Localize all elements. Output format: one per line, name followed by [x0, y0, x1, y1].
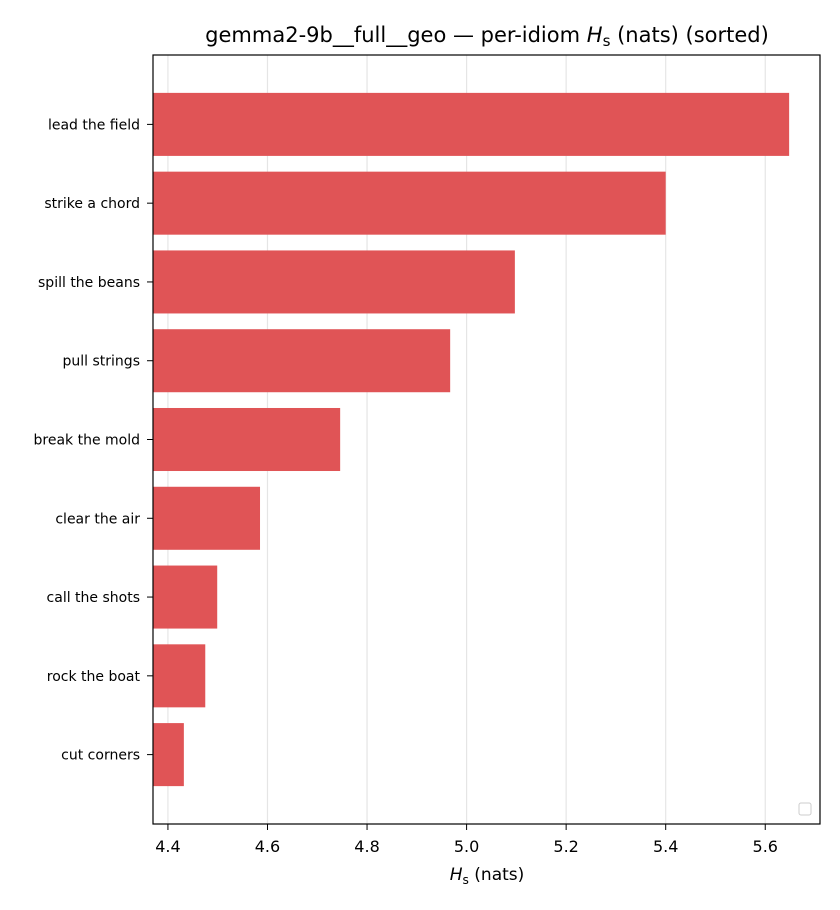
bar [153, 92, 790, 156]
x-tick-label: 4.4 [155, 837, 180, 856]
x-axis-label: Hs (nats) [450, 865, 525, 887]
legend-box [798, 802, 812, 816]
bar [153, 250, 515, 314]
x-tick-labels: 4.4 4.6 4.8 5.0 5.2 5.4 5.6 [155, 824, 778, 856]
y-tick-label: break the mold [34, 433, 141, 449]
y-tick-label: clear the air [55, 511, 140, 527]
bar [153, 407, 341, 472]
y-tick-label: call the shots [47, 590, 140, 606]
bar [153, 644, 206, 708]
y-tick-label: pull strings [63, 354, 140, 370]
y-tick-labels: lead the field strike a chord spill the be… [34, 117, 153, 764]
x-tick-label: 5.0 [454, 837, 479, 856]
bar [153, 171, 666, 235]
bar [153, 723, 184, 787]
y-tick-label: cut corners [61, 748, 140, 764]
chart-title: gemma2-9b__full__geo — per-idiom Hs (nat… [205, 23, 769, 50]
x-tick-label: 4.6 [255, 837, 280, 856]
y-tick-label: spill the beans [38, 275, 140, 291]
y-tick-label: strike a chord [44, 196, 140, 212]
y-tick-label: rock the boat [47, 669, 141, 685]
x-tick-label: 5.2 [553, 837, 578, 856]
plot-frame [152, 54, 821, 825]
bar [153, 329, 451, 393]
bars [153, 92, 790, 787]
bar [153, 486, 261, 550]
x-tick-label: 5.6 [753, 837, 778, 856]
x-tick-label: 5.4 [653, 837, 678, 856]
x-tick-label: 4.8 [354, 837, 379, 856]
bar [153, 565, 218, 629]
y-tick-label: lead the field [48, 117, 140, 133]
